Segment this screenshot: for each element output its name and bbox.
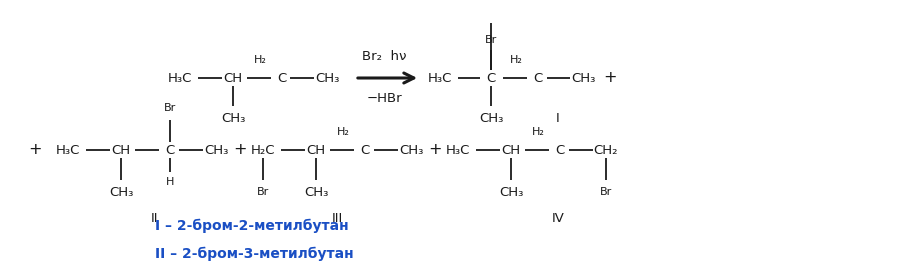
Text: IV: IV: [551, 212, 564, 225]
Text: CH₃: CH₃: [478, 111, 503, 125]
Text: CH₃: CH₃: [314, 71, 339, 85]
Text: I: I: [556, 111, 560, 125]
Text: +: +: [28, 143, 41, 158]
Text: C: C: [278, 71, 287, 85]
Text: H₃C: H₃C: [446, 143, 470, 157]
Text: II – 2-бром-3-метилбутан: II – 2-бром-3-метилбутан: [155, 247, 353, 261]
Text: −HBr: −HBr: [366, 91, 402, 105]
Text: H₂C: H₂C: [250, 143, 275, 157]
Text: H₂: H₂: [510, 55, 523, 65]
Text: C: C: [555, 143, 565, 157]
Text: III: III: [332, 212, 342, 225]
Text: H₃C: H₃C: [428, 71, 452, 85]
Text: +: +: [428, 143, 441, 158]
Text: II: II: [150, 212, 158, 225]
Text: CH₂: CH₂: [594, 143, 618, 157]
Text: +: +: [604, 71, 617, 86]
Text: Br: Br: [257, 187, 269, 197]
Text: CH: CH: [306, 143, 325, 157]
Text: C: C: [166, 143, 175, 157]
Text: +: +: [233, 143, 247, 158]
Text: CH₃: CH₃: [399, 143, 423, 157]
Text: H: H: [166, 177, 174, 187]
Text: CH₃: CH₃: [221, 111, 245, 125]
Text: CH₃: CH₃: [204, 143, 228, 157]
Text: H₂: H₂: [532, 127, 544, 137]
Text: I – 2-бром-2-метилбутан: I – 2-бром-2-метилбутан: [155, 219, 349, 233]
Text: C: C: [533, 71, 542, 85]
Text: CH₃: CH₃: [109, 185, 133, 198]
Text: CH: CH: [223, 71, 242, 85]
Text: H₃C: H₃C: [168, 71, 192, 85]
Text: Br: Br: [485, 35, 497, 45]
Text: H₂: H₂: [337, 127, 350, 137]
Text: CH: CH: [502, 143, 521, 157]
Text: CH₃: CH₃: [571, 71, 596, 85]
Text: Br₂  hν: Br₂ hν: [361, 49, 406, 63]
Text: Br: Br: [164, 103, 176, 113]
Text: H₃C: H₃C: [56, 143, 80, 157]
Text: C: C: [360, 143, 369, 157]
Text: CH₃: CH₃: [499, 185, 523, 198]
Text: Br: Br: [600, 187, 612, 197]
Text: H₂: H₂: [253, 55, 267, 65]
Text: CH: CH: [112, 143, 131, 157]
Text: C: C: [487, 71, 496, 85]
Text: CH₃: CH₃: [304, 185, 328, 198]
